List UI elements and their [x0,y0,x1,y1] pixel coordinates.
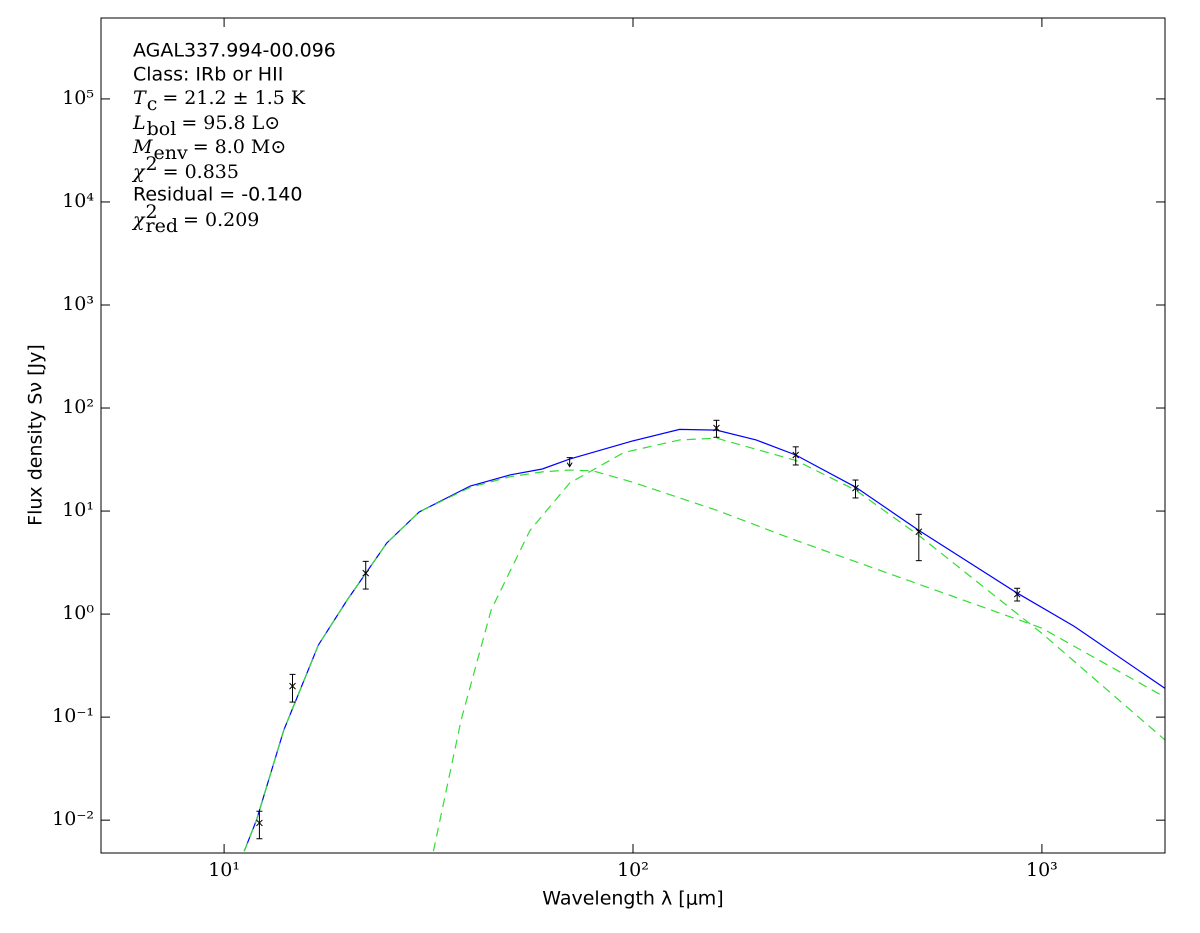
data-point [713,424,720,432]
annotation-symbol: L [132,112,146,134]
annotation-symbol: M [132,136,153,158]
y-axis-label: Flux density Sν [Jy] [25,344,47,526]
y-tick-label: 10² [62,396,94,418]
annotation-sub: c [147,93,158,115]
upper-limit [566,457,573,468]
annotation: Residual = -0.140 [133,184,303,206]
data-point [256,819,263,827]
annotation-sup: 2 [146,153,158,175]
annotation-sub: env [153,142,187,164]
annotation-sub: bol [147,118,177,140]
y-tick-label: 10⁴ [62,190,94,212]
annotation-text: = 8.0 M⊙ [193,136,287,158]
y-tick-label: 10⁻² [52,808,94,830]
data-point [915,528,923,536]
annotation-text: = 21.2 ± 1.5 K [162,87,306,109]
data-point [792,451,800,459]
y-tick-label: 10³ [62,293,94,315]
y-tick-label: 10⁵ [62,87,94,109]
x-tick-label: 10³ [1026,859,1058,881]
annotation-symbol: T [133,87,147,109]
data-point [289,682,296,690]
x-tick-label: 10¹ [208,859,240,881]
annotation-sub: red [146,215,179,237]
component-curve [243,469,1165,852]
annotation-text: = 0.835 [163,161,239,183]
y-tick-label: 10¹ [62,499,94,521]
data-point [852,484,859,492]
x-tick-label: 10² [617,859,649,881]
annotation: χ 2 = 0.835 [131,153,239,183]
annotation-symbol: χ [131,209,146,231]
y-tick-label: 10⁻¹ [52,705,94,727]
annotation: AGAL337.994-00.096 [133,40,336,62]
y-tick-label: 10⁰ [62,602,94,624]
data-point [1013,590,1021,598]
annotation: Class: IRb or HII [133,64,283,86]
annotation-symbol: χ [131,161,146,183]
annotation-text: = 95.8 L⊙ [181,112,280,134]
annotation-sup: 2 [146,201,158,223]
x-axis-label: Wavelength λ [μm] [542,888,723,910]
annotation-text: = 0.209 [183,209,259,231]
data-point [362,569,370,577]
